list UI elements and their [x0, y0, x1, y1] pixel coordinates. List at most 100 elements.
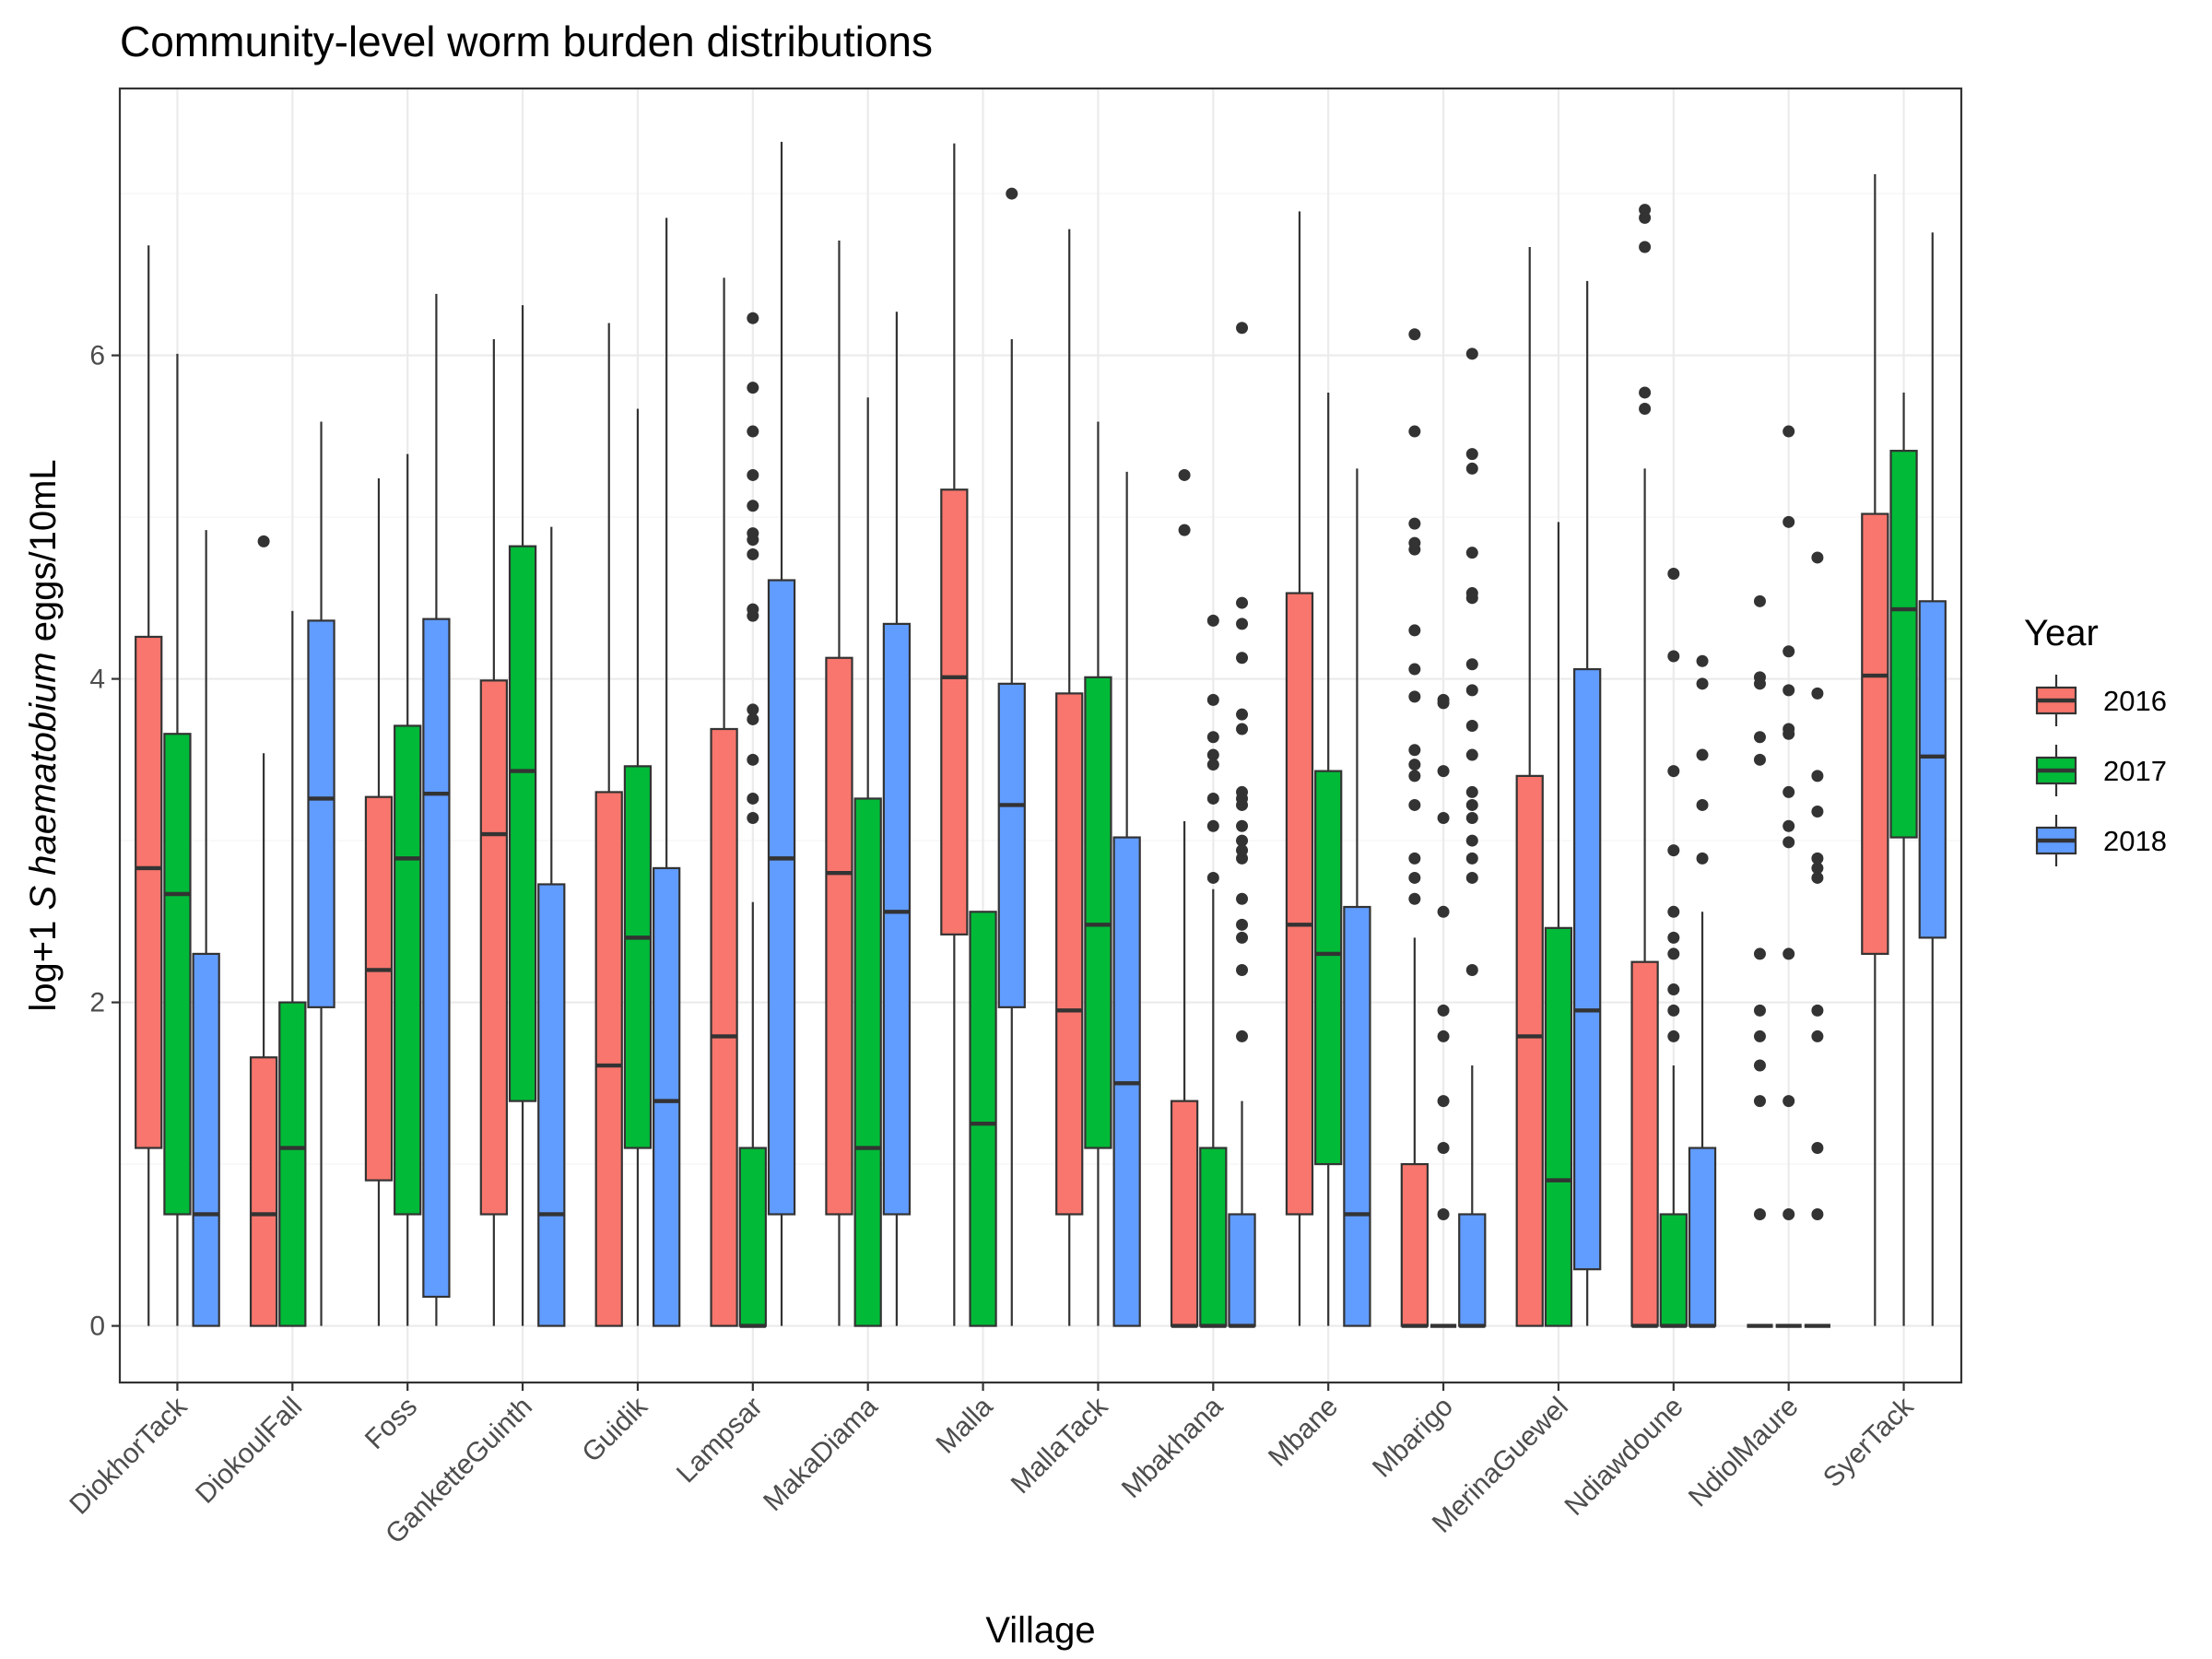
box-mbane-2018 [1343, 468, 1371, 1327]
outlier-point [1206, 731, 1219, 744]
box-mbakhana-2017 [1199, 614, 1228, 1328]
legend-item-2016: 2016 [2035, 675, 2167, 726]
box-iqr [537, 883, 566, 1327]
outlier-point [1753, 1095, 1766, 1108]
box-iqr [1314, 770, 1343, 1166]
outlier-point [1408, 892, 1421, 905]
plot-panel-border [118, 87, 1963, 1384]
y-axis-title: log+1 S haematobium eggs/10mL [23, 459, 64, 1011]
outlier-point [1408, 328, 1421, 341]
box-iqr [1199, 1147, 1228, 1327]
box-plot-marks [135, 141, 1947, 1328]
outlier-point [1465, 448, 1478, 461]
box-diokhortack-2016 [135, 245, 163, 1326]
box-makadiama-2017 [853, 397, 882, 1327]
outlier-point [1753, 1030, 1766, 1042]
box-mallatack-2018 [1112, 471, 1141, 1327]
outlier-point [1465, 798, 1478, 811]
outlier-point [1206, 693, 1219, 706]
legend-item-2017: 2017 [2035, 745, 2167, 796]
outlier-point [1753, 753, 1766, 766]
outlier-point [257, 535, 270, 547]
box-mbane-2017 [1314, 392, 1343, 1326]
box-diokhortack-2017 [163, 353, 192, 1326]
box-mbakhana-2016 [1170, 468, 1199, 1328]
outlier-point [1465, 852, 1478, 865]
box-iqr [422, 618, 451, 1299]
outlier-point [1006, 187, 1018, 200]
box-ndiawdoune-2016 [1630, 204, 1659, 1328]
box-iqr [653, 866, 681, 1327]
outlier-point [1753, 1004, 1766, 1017]
box-lampsar-2017 [738, 312, 767, 1328]
outlier-point [1408, 690, 1421, 703]
outlier-point [1408, 744, 1421, 757]
outlier-point [1667, 931, 1680, 944]
outlier-point [1178, 524, 1191, 536]
box-iqr [163, 733, 192, 1216]
box-iqr [1343, 905, 1371, 1327]
x-tick-label-makadiama: MakaDiama [758, 1391, 884, 1517]
outlier-point [1667, 650, 1680, 663]
box-diokoulfall-2016 [249, 535, 278, 1327]
box-mbarigo-2017 [1430, 693, 1457, 1328]
box-iqr [1659, 1213, 1688, 1327]
outlier-point [1783, 515, 1795, 528]
y-tick-label: 2 [89, 988, 105, 1018]
outlier-point [1667, 947, 1680, 960]
outlier-point [1465, 547, 1478, 559]
outlier-point [1465, 462, 1478, 475]
outlier-point [1783, 1095, 1795, 1108]
outlier-point [1783, 723, 1795, 735]
box-ndiawdoune-2018 [1688, 654, 1717, 1328]
x-tick-label-diokoulfall: DiokoulFall [190, 1392, 308, 1510]
outlier-point [1639, 204, 1652, 217]
outlier-point [747, 703, 759, 716]
box-makadiama-2016 [825, 240, 853, 1326]
outlier-point [1696, 654, 1709, 667]
box-syertack-2016 [1861, 174, 1889, 1326]
outlier-point [1667, 844, 1680, 857]
box-iqr [1688, 1147, 1717, 1327]
outlier-point [1753, 671, 1766, 684]
box-mbakhana-2018 [1228, 322, 1256, 1328]
x-tick-label-foss: Foss [359, 1392, 423, 1455]
x-tick-label-guidik: Guidik [576, 1391, 653, 1468]
y-tick-label: 0 [89, 1312, 105, 1342]
x-tick-label-syertack: SyerTack [1818, 1391, 1920, 1493]
outlier-point [1811, 871, 1824, 884]
box-iqr [364, 795, 394, 1182]
box-iqr [1055, 692, 1084, 1216]
box-guidik-2018 [653, 218, 681, 1327]
outlier-point [1811, 852, 1824, 865]
box-mbane-2016 [1285, 211, 1314, 1326]
outlier-point [1236, 652, 1249, 665]
box-diokhortack-2018 [192, 530, 220, 1327]
outlier-point [1811, 1207, 1824, 1220]
outlier-point [747, 792, 759, 805]
box-iqr [249, 1056, 278, 1327]
box-lampsar-2018 [767, 141, 796, 1326]
outlier-point [1465, 587, 1478, 600]
outlier-point [1408, 759, 1421, 771]
legend-item-2018: 2018 [2035, 815, 2167, 866]
outlier-point [1236, 596, 1249, 609]
outlier-point [1696, 852, 1709, 865]
outlier-point [1408, 425, 1421, 438]
box-iqr [307, 619, 335, 1008]
box-foss-2018 [422, 293, 451, 1326]
box-ndiawdoune-2017 [1659, 568, 1688, 1328]
box-mbarigo-2016 [1400, 328, 1429, 1328]
outlier-point [1811, 1004, 1824, 1017]
box-mbarigo-2018 [1458, 347, 1487, 1328]
box-iqr [825, 656, 853, 1216]
x-tick-label-lampsar: Lampsar [671, 1392, 769, 1489]
outlier-point [747, 603, 759, 616]
outlier-point [1465, 658, 1478, 671]
box-foss-2016 [364, 477, 394, 1326]
x-tick-label-mbarigo: Mbarigo [1367, 1392, 1459, 1484]
legend-label: 2016 [2103, 685, 2167, 717]
box-ndiolmaure-2016 [1747, 594, 1773, 1328]
outlier-point [1465, 347, 1478, 360]
y-tick-label: 4 [89, 665, 105, 695]
